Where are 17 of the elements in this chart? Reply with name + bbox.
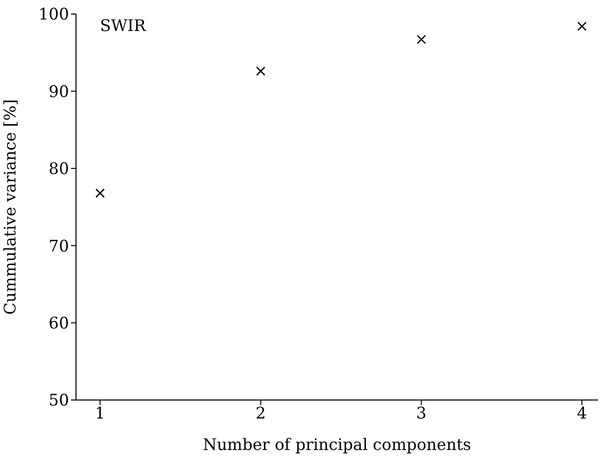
point — [95, 188, 105, 198]
y-tick-label: 80 — [48, 159, 69, 178]
x-tick-label: 3 — [416, 403, 426, 422]
annotation: SWIR — [100, 16, 146, 35]
y-tick-label: 50 — [48, 390, 69, 410]
x-tick-label: 4 — [576, 403, 588, 422]
y-axis-title: Cummulative variance [%] — [0, 99, 20, 315]
x-axis-title: Number of principal components — [202, 435, 472, 454]
point — [577, 22, 587, 31]
x-tick-label: 1 — [95, 403, 106, 422]
point — [416, 34, 426, 44]
x-tick-label: 2 — [256, 403, 266, 422]
y-tick-label: 70 — [48, 236, 69, 256]
y-tick-label: 90 — [48, 82, 69, 101]
y-tick-label: 100 — [38, 4, 69, 24]
point — [256, 66, 266, 76]
y-tick-label: 60 — [48, 313, 69, 332]
